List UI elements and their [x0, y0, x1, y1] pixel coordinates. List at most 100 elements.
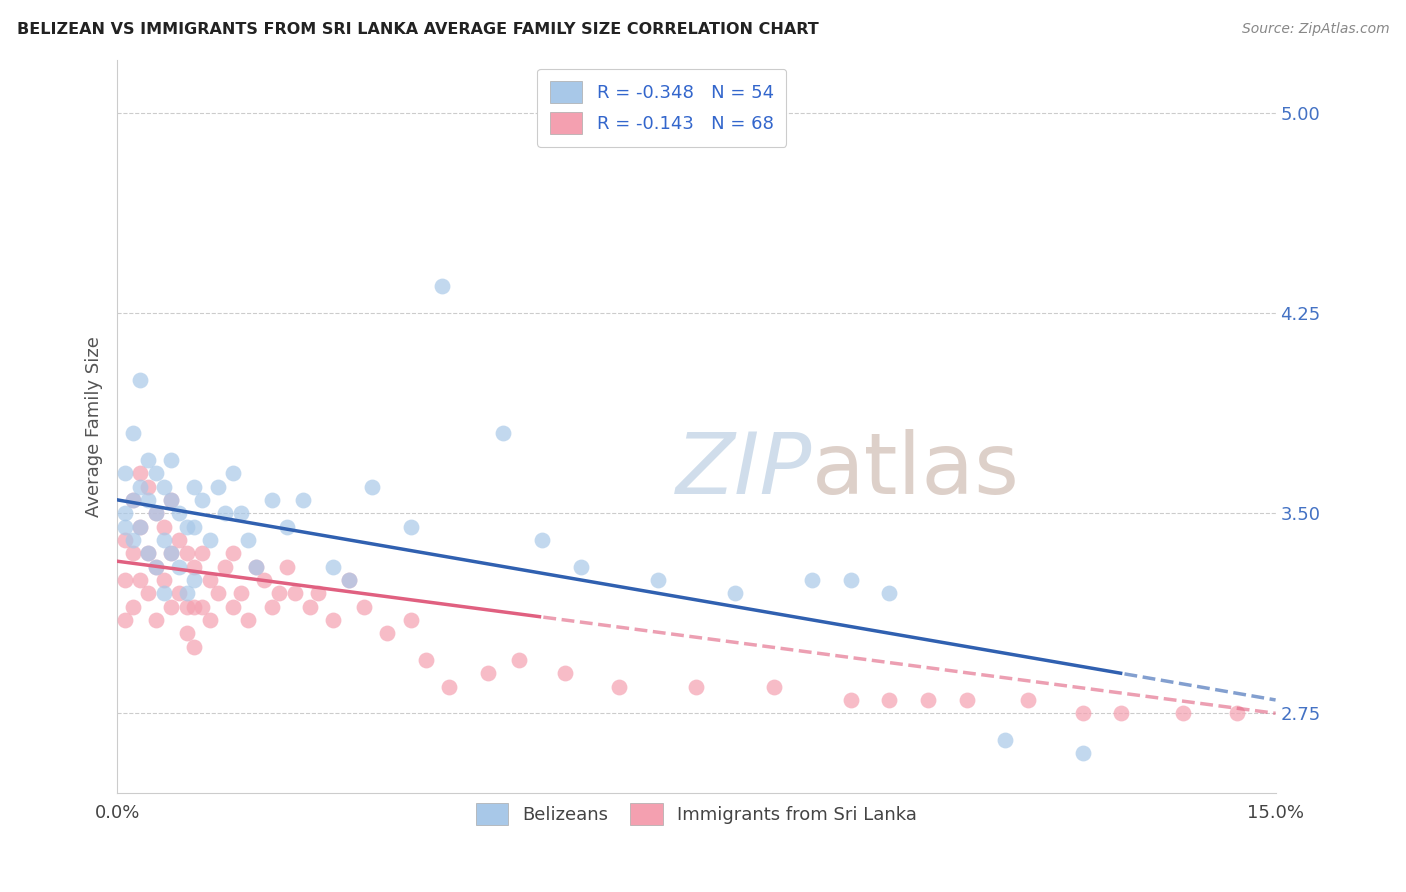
Point	[136, 492, 159, 507]
Point	[530, 533, 553, 547]
Point	[167, 533, 190, 547]
Point	[569, 559, 592, 574]
Point	[152, 479, 174, 493]
Point	[114, 613, 136, 627]
Y-axis label: Average Family Size: Average Family Size	[86, 336, 103, 516]
Point	[152, 533, 174, 547]
Point	[167, 559, 190, 574]
Point	[222, 466, 245, 480]
Point	[322, 613, 344, 627]
Point	[129, 573, 152, 587]
Point	[114, 573, 136, 587]
Point	[121, 599, 143, 614]
Point	[839, 693, 862, 707]
Point	[214, 559, 236, 574]
Point	[160, 599, 183, 614]
Point	[377, 626, 399, 640]
Point	[1109, 706, 1132, 721]
Point	[114, 466, 136, 480]
Point	[136, 586, 159, 600]
Point	[415, 653, 437, 667]
Point	[152, 573, 174, 587]
Point	[724, 586, 747, 600]
Point	[207, 479, 229, 493]
Point	[198, 613, 221, 627]
Point	[214, 506, 236, 520]
Text: BELIZEAN VS IMMIGRANTS FROM SRI LANKA AVERAGE FAMILY SIZE CORRELATION CHART: BELIZEAN VS IMMIGRANTS FROM SRI LANKA AV…	[17, 22, 818, 37]
Point	[253, 573, 276, 587]
Point	[136, 546, 159, 560]
Point	[322, 559, 344, 574]
Point	[1226, 706, 1249, 721]
Point	[222, 546, 245, 560]
Point	[207, 586, 229, 600]
Text: atlas: atlas	[813, 429, 1021, 512]
Point	[145, 506, 167, 520]
Point	[145, 466, 167, 480]
Point	[245, 559, 267, 574]
Point	[229, 506, 252, 520]
Point	[439, 680, 461, 694]
Point	[361, 479, 384, 493]
Point	[183, 599, 205, 614]
Point	[183, 573, 205, 587]
Point	[136, 453, 159, 467]
Point	[121, 492, 143, 507]
Point	[121, 426, 143, 441]
Point	[160, 492, 183, 507]
Point	[607, 680, 630, 694]
Point	[477, 666, 499, 681]
Legend: Belizeans, Immigrants from Sri Lanka: Belizeans, Immigrants from Sri Lanka	[465, 792, 928, 836]
Point	[183, 559, 205, 574]
Point	[191, 546, 214, 560]
Point	[399, 613, 422, 627]
Point	[160, 453, 183, 467]
Point	[176, 586, 198, 600]
Point	[121, 533, 143, 547]
Point	[260, 492, 283, 507]
Point	[176, 599, 198, 614]
Point	[1017, 693, 1039, 707]
Point	[176, 546, 198, 560]
Point	[129, 519, 152, 533]
Point	[430, 279, 453, 293]
Point	[956, 693, 979, 707]
Point	[260, 599, 283, 614]
Point	[183, 519, 205, 533]
Point	[167, 506, 190, 520]
Point	[222, 599, 245, 614]
Point	[276, 519, 298, 533]
Point	[238, 533, 260, 547]
Point	[160, 546, 183, 560]
Point	[238, 613, 260, 627]
Point	[337, 573, 360, 587]
Point	[1071, 706, 1094, 721]
Point	[176, 519, 198, 533]
Point	[121, 492, 143, 507]
Text: Source: ZipAtlas.com: Source: ZipAtlas.com	[1241, 22, 1389, 37]
Point	[145, 559, 167, 574]
Point	[917, 693, 939, 707]
Point	[145, 559, 167, 574]
Point	[839, 573, 862, 587]
Point	[152, 519, 174, 533]
Point	[647, 573, 669, 587]
Point	[191, 599, 214, 614]
Point	[129, 519, 152, 533]
Point	[114, 533, 136, 547]
Point	[1071, 747, 1094, 761]
Point	[160, 546, 183, 560]
Point	[129, 466, 152, 480]
Point	[879, 693, 901, 707]
Point	[176, 626, 198, 640]
Point	[129, 373, 152, 387]
Point	[269, 586, 291, 600]
Point	[136, 479, 159, 493]
Point	[198, 533, 221, 547]
Point	[245, 559, 267, 574]
Point	[879, 586, 901, 600]
Point	[353, 599, 375, 614]
Point	[685, 680, 707, 694]
Point	[229, 586, 252, 600]
Point	[554, 666, 576, 681]
